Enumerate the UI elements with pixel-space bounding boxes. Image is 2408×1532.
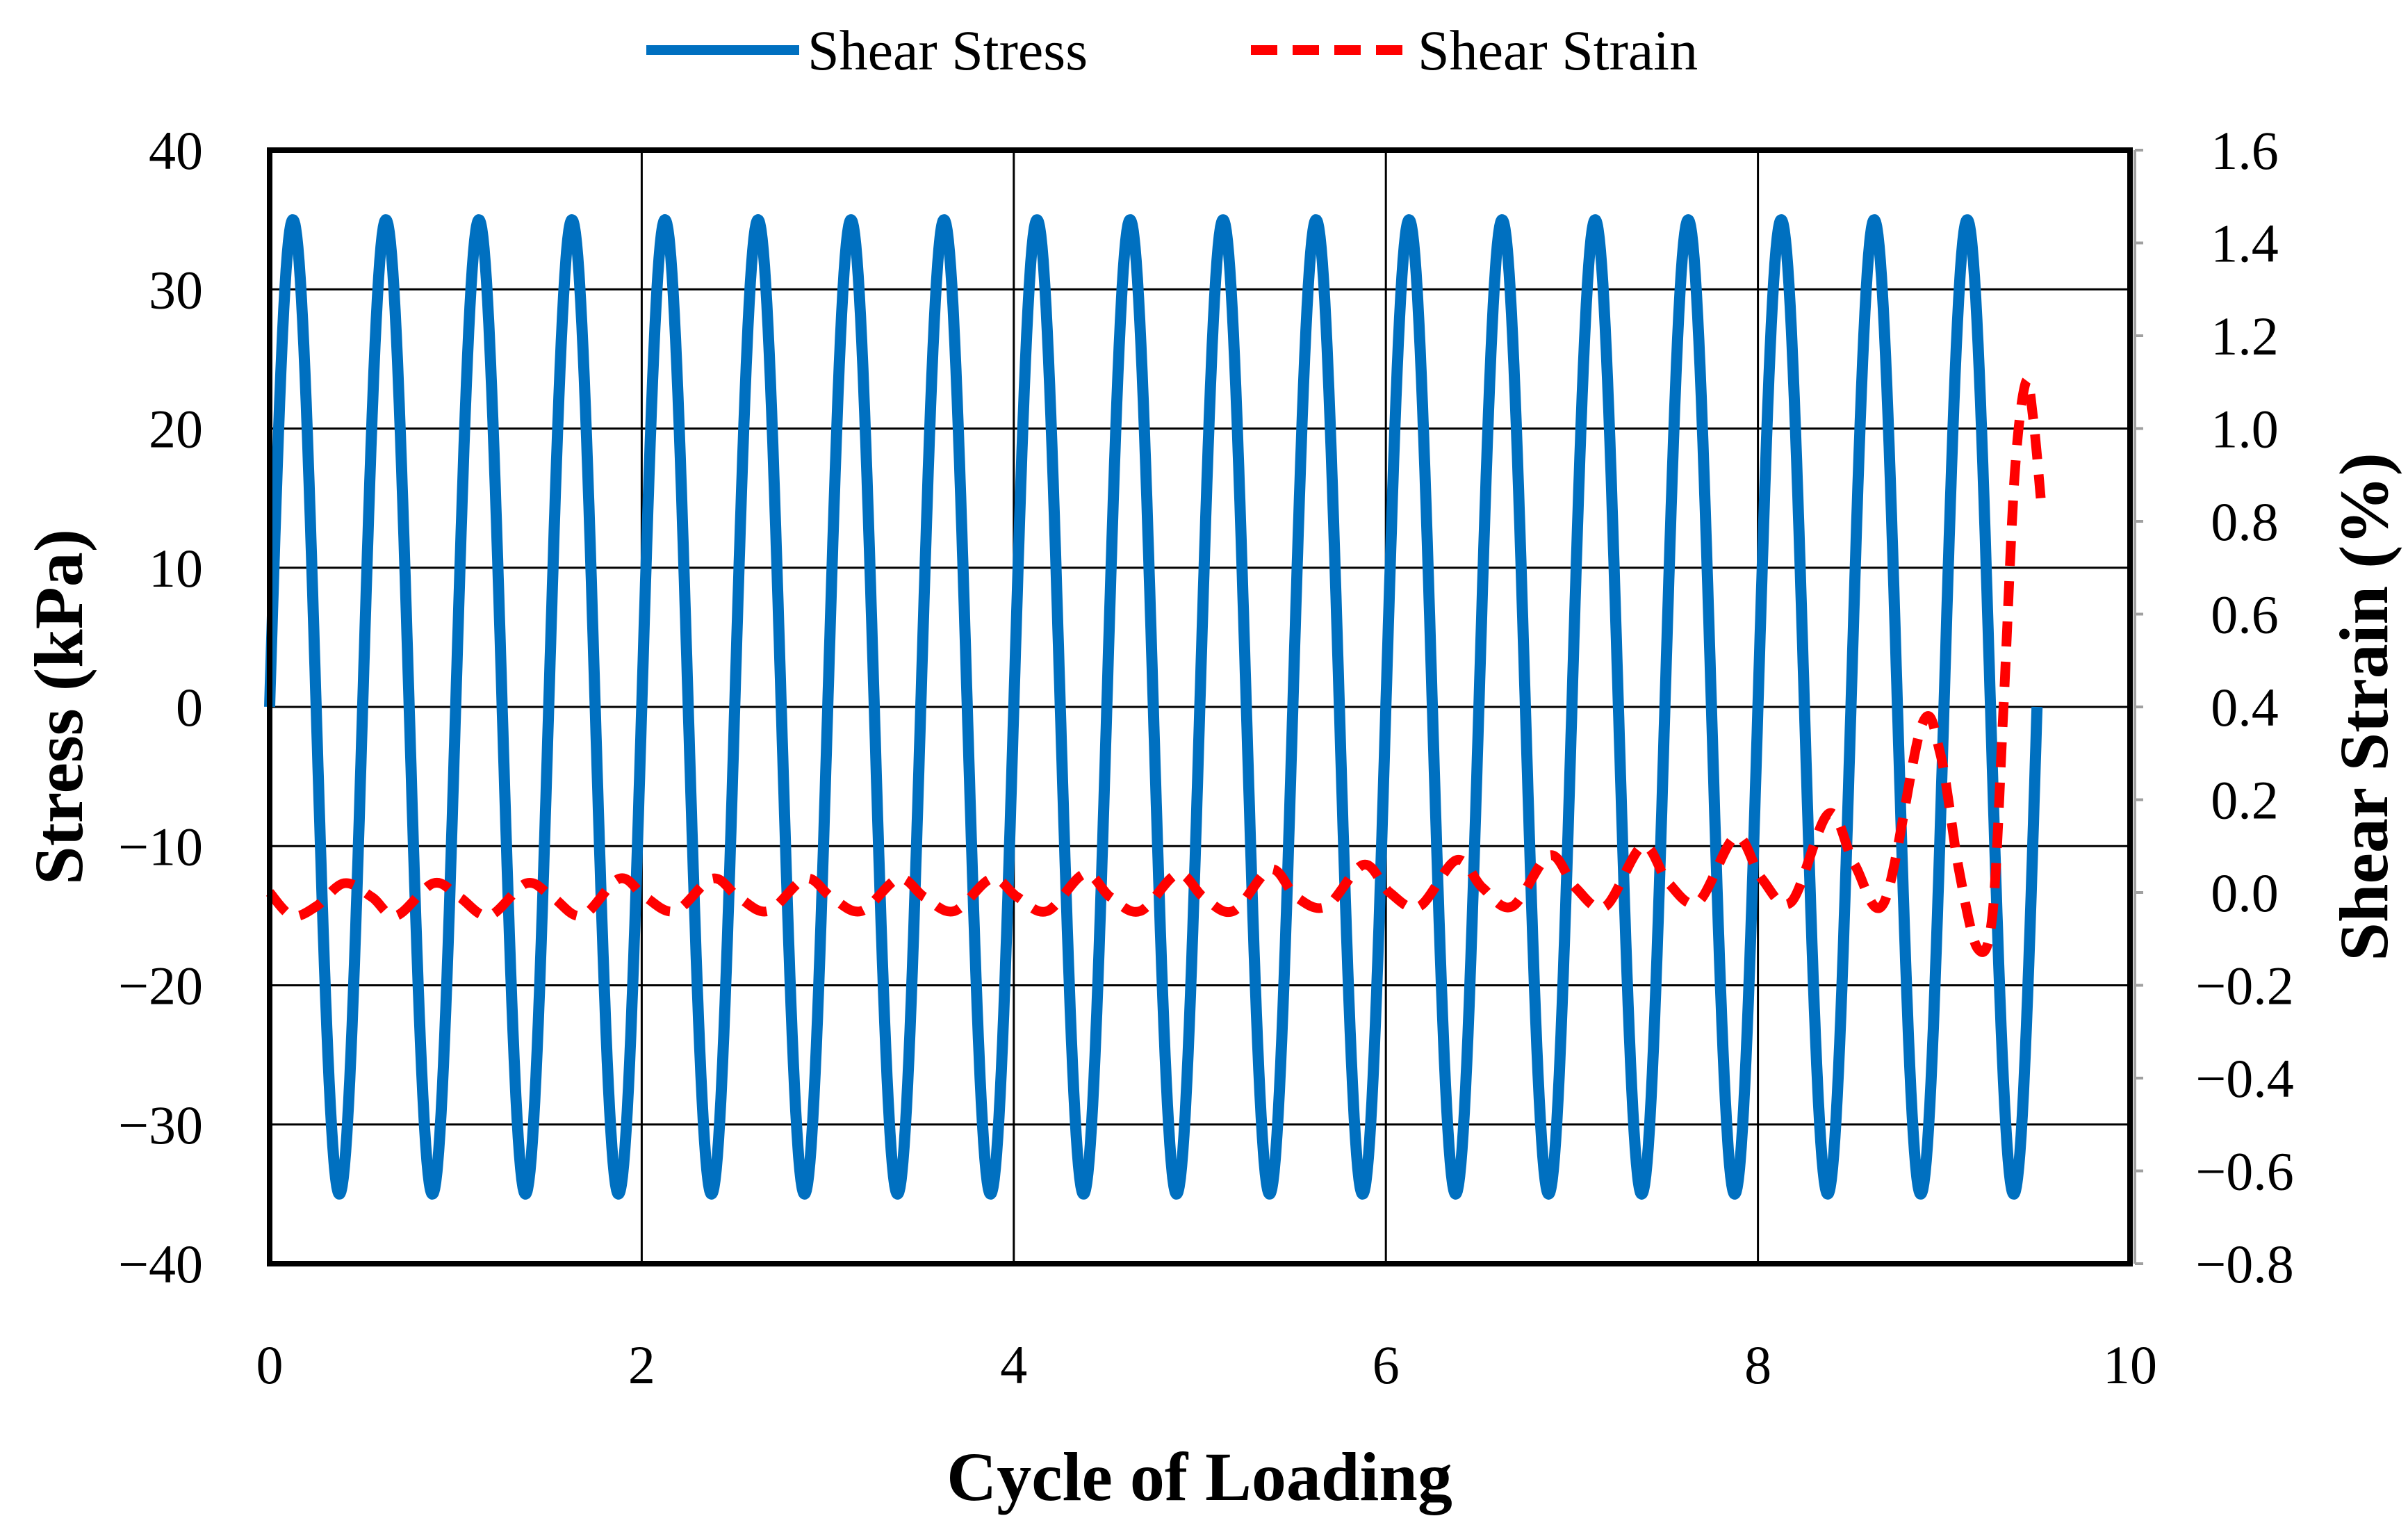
series-shear-stress-line: [264, 214, 2043, 1200]
y-axis-title: Stress (kPa): [20, 529, 97, 885]
y2-tick-label: 0.8: [2211, 491, 2279, 552]
y-tick-label: −10: [118, 816, 203, 877]
y-tick-label: −30: [118, 1095, 203, 1155]
y2-tick-label: 1.4: [2211, 213, 2279, 274]
x-tick-label: 6: [1373, 1335, 1400, 1395]
y-tick-label: −20: [118, 956, 203, 1016]
x-tick-label: 8: [1744, 1335, 1771, 1395]
y-tick-label: 0: [176, 677, 203, 738]
plot-frame: [267, 147, 2133, 1266]
x-axis-title: Cycle of Loading: [947, 1438, 1452, 1515]
y2-tick-label: −0.6: [2195, 1141, 2294, 1202]
series-shear-strain-line: [265, 375, 2046, 957]
y-tick-label: 40: [149, 120, 203, 181]
legend-label-shear-stress: Shear Stress: [808, 19, 1088, 82]
y-tick-label: 10: [149, 538, 203, 598]
y2-tick-label: −0.2: [2195, 956, 2294, 1016]
y2-tick-label: 0.6: [2211, 585, 2279, 645]
y2-tick-label: 1.2: [2211, 306, 2279, 366]
y-tick-label: −40: [118, 1234, 203, 1294]
y2-tick-label: −0.8: [2195, 1234, 2294, 1294]
y-tick-label: 30: [149, 259, 203, 320]
y2-tick-label: 0.4: [2211, 677, 2279, 738]
y2-tick-label: 1.0: [2211, 399, 2279, 459]
y2-tick-label: −0.4: [2195, 1048, 2294, 1109]
series-layer: [264, 214, 2046, 1200]
x-tick-label: 2: [628, 1335, 655, 1395]
y-tick-label: 20: [149, 399, 203, 459]
y-ticks: 40 30 20 10 0 −10 −20 −30 −40: [118, 120, 203, 1294]
y2-tick-label: 1.6: [2211, 120, 2279, 181]
legend-label-shear-strain: Shear Strain: [1418, 19, 1698, 82]
y2-axis-title: Shear Strain (%): [2325, 453, 2402, 961]
y2-tick-label: 0.2: [2211, 770, 2279, 831]
x-tick-label: 0: [256, 1335, 284, 1395]
x-tick-label: 4: [1000, 1335, 1027, 1395]
legend: Shear Stress Shear Strain: [646, 19, 1698, 82]
y2-ticks: 1.6 1.4 1.2 1.0 0.8 0.6 0.4 0.2 0.0 −0.2 −0.4 −0.6 −…: [2135, 120, 2294, 1294]
y2-tick-label: 0.0: [2211, 863, 2279, 923]
x-tick-label: 10: [2103, 1335, 2157, 1395]
x-ticks: 0 2 4 6 8 10: [256, 1335, 2158, 1395]
